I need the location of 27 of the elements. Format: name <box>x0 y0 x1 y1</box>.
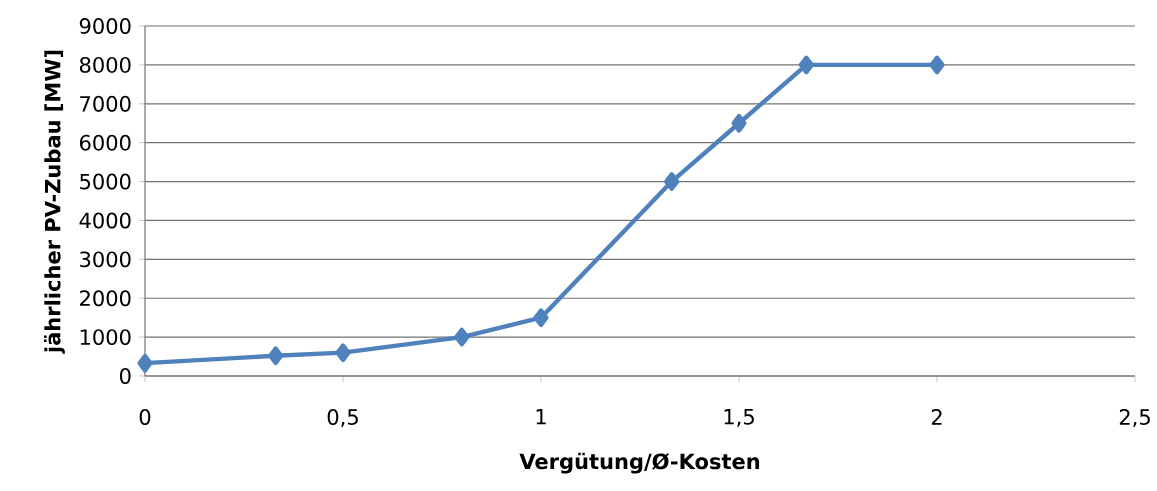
y-tick-label: 4000 <box>79 212 131 229</box>
x-tick-label: 0,5 <box>327 409 358 428</box>
point <box>268 346 284 366</box>
y-tick-label: 9000 <box>79 18 131 34</box>
y-tick-label: 1000 <box>80 329 131 346</box>
y-tick-label: 0 <box>119 368 131 384</box>
point <box>929 55 945 75</box>
point <box>731 113 747 133</box>
y-tick-label: 8000 <box>79 56 131 73</box>
x-tick-label: 0 <box>139 409 151 425</box>
point <box>664 172 680 191</box>
x-tick-label: 1 <box>536 409 546 425</box>
x-tick-label: 1,5 <box>724 409 754 427</box>
x-tick-label: 2 <box>931 409 942 425</box>
y-tick-label: 3000 <box>80 251 131 268</box>
y-tick-label: 7000 <box>80 95 131 112</box>
x-tick-label: 2,5 <box>1119 409 1150 428</box>
x-axis-title: Vergütung/Ø-Kosten <box>519 452 760 474</box>
point <box>533 308 549 328</box>
y-tick-label: 5000 <box>80 173 131 190</box>
point <box>335 343 351 363</box>
point <box>137 353 153 373</box>
y-tick-label: 2000 <box>80 290 131 307</box>
y-tick-label: 6000 <box>79 134 131 151</box>
point <box>454 327 470 347</box>
point <box>798 55 814 75</box>
y-axis-title: jährlicher PV-Zubau [MW] <box>44 50 65 354</box>
